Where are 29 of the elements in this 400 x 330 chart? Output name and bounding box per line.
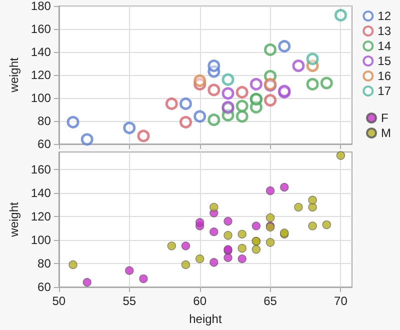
x-tick-label: 50 <box>52 294 66 308</box>
y-tick-label: 80 <box>38 114 52 128</box>
legend-label: 15 <box>378 54 392 68</box>
legend-label: 17 <box>378 84 392 98</box>
y-tick-label: 140 <box>30 186 52 200</box>
y-tick-label: 80 <box>38 256 52 271</box>
legend-label: 13 <box>378 24 392 38</box>
y-tick-label: 160 <box>30 22 52 36</box>
y-axis-title: weight <box>7 201 21 238</box>
y-tick-label: 100 <box>30 233 52 248</box>
x-axis-title: height <box>189 312 222 326</box>
y-tick-label: 120 <box>30 210 52 224</box>
legend-label: 16 <box>378 69 392 83</box>
y-tick-label: 160 <box>30 162 52 177</box>
y-tick-label: 60 <box>38 280 52 294</box>
y-tick-label: 60 <box>38 137 52 151</box>
legend-label: F <box>381 111 388 125</box>
y-tick-label: 140 <box>30 45 52 59</box>
x-tick-label: 55 <box>122 294 136 308</box>
x-tick-label: 70 <box>334 294 348 308</box>
legend-label: M <box>381 126 392 140</box>
y-tick-label: 180 <box>30 0 52 13</box>
legend-label: 12 <box>378 9 392 23</box>
x-tick-label: 60 <box>193 294 207 308</box>
legend-label: 14 <box>378 39 392 53</box>
y-axis-title: weight <box>7 56 21 94</box>
y-tick-label: 100 <box>30 91 52 105</box>
y-tick-label: 120 <box>30 68 52 82</box>
x-tick-label: 65 <box>264 294 278 308</box>
